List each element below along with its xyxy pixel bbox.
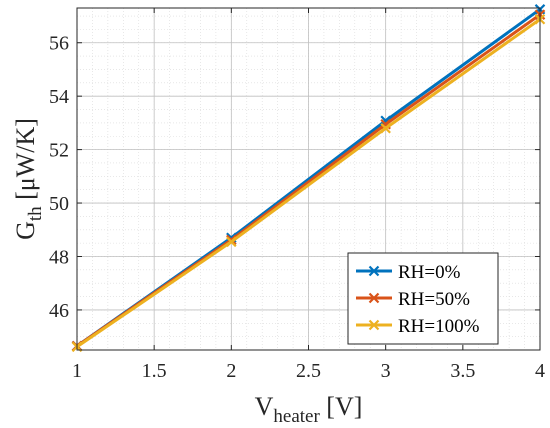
tick-marks xyxy=(76,8,541,350)
y-tick-label: 54 xyxy=(49,86,69,108)
x-tick-label: 3 xyxy=(381,360,391,382)
x-tick-label: 4 xyxy=(535,360,545,382)
y-tick-label: 56 xyxy=(49,33,69,55)
x-tick-label: 2 xyxy=(226,360,236,382)
x-tick-label: 1.5 xyxy=(142,360,167,382)
legend-marker xyxy=(368,265,380,277)
data-point-marker xyxy=(380,122,391,134)
legend: RH=0% RH=50% RH=100% xyxy=(347,252,499,345)
x-tick-labels: 1 1.5 2 2.5 3 3.5 4 xyxy=(72,360,545,382)
x-tick-label: 1 xyxy=(72,360,82,382)
legend-entry-2: RH=100% xyxy=(398,316,480,337)
legend-marker xyxy=(368,319,380,331)
x-tick-label: 3.5 xyxy=(450,360,475,382)
legend-marker xyxy=(368,292,380,304)
y-tick-labels: 46 48 50 52 54 56 xyxy=(49,33,69,322)
series-line-2 xyxy=(76,17,541,349)
y-tick-label: 46 xyxy=(49,300,69,322)
x-tick-label: 2.5 xyxy=(296,360,321,382)
legend-entry-1: RH=50% xyxy=(398,289,470,310)
x-axis-label: Vheater [V] xyxy=(255,392,363,427)
y-tick-label: 52 xyxy=(49,140,69,162)
legend-entry-0: RH=0% xyxy=(398,262,461,283)
y-tick-label: 48 xyxy=(49,246,69,268)
data-point-marker xyxy=(226,236,237,248)
y-tick-label: 50 xyxy=(49,193,69,215)
y-axis-label: Gth [μW/K] xyxy=(11,118,46,240)
